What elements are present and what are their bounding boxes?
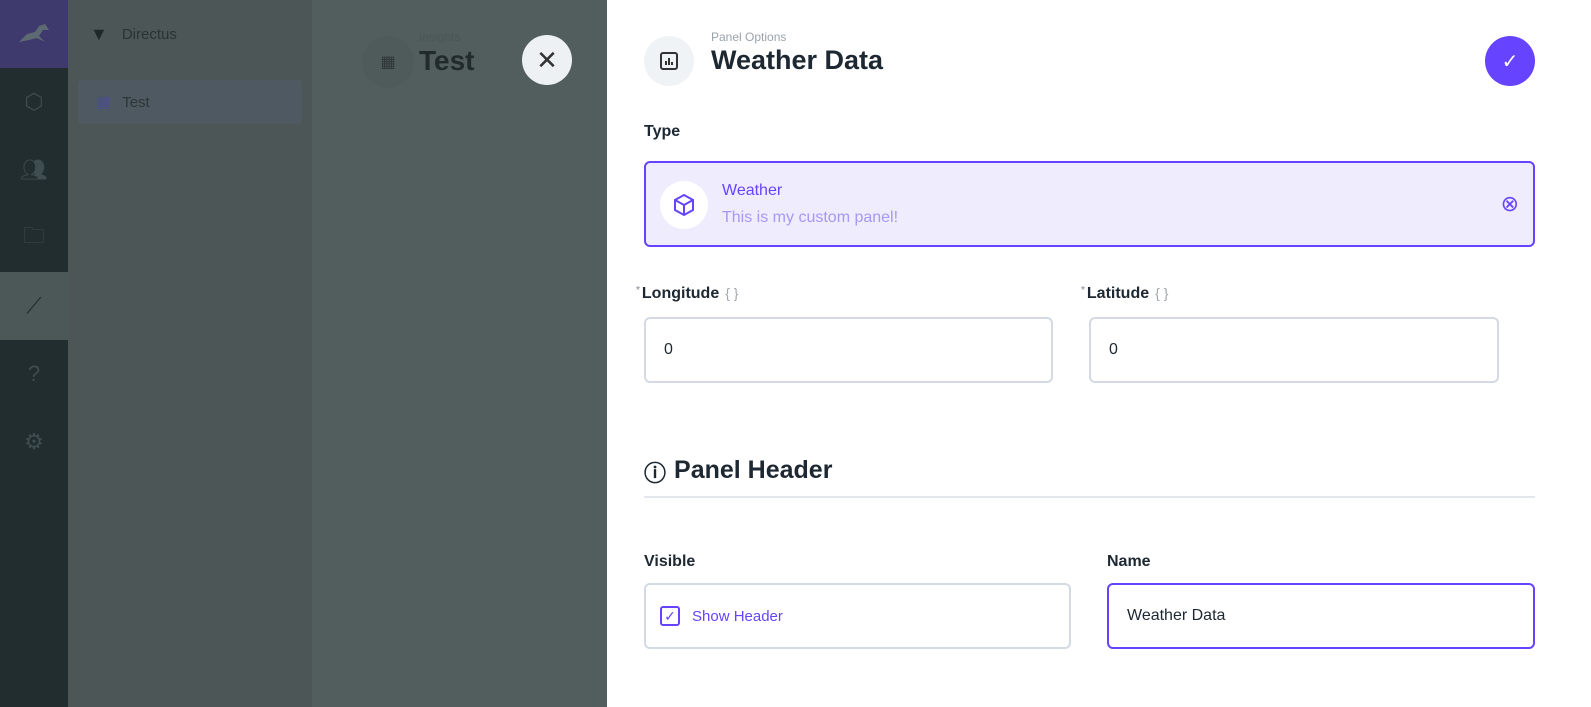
clear-type-icon[interactable]: ⊗: [1500, 191, 1519, 216]
nav-item-test[interactable]: ▦ Test: [78, 80, 302, 124]
type-label: Type: [644, 123, 681, 140]
checkbox-label: Show Header: [692, 607, 783, 625]
navigation-sidebar: ▼ Directus ▦ Test: [68, 0, 312, 707]
check-icon: ✓: [1501, 50, 1519, 73]
breadcrumb: Panel Options: [711, 30, 787, 44]
type-description: This is my custom panel!: [722, 209, 899, 226]
content-module-cube-icon[interactable]: ⬡: [24, 89, 44, 114]
visible-label: Visible: [644, 553, 696, 570]
project-name: Directus: [121, 25, 177, 43]
drawer-title: Weather Data: [711, 45, 884, 75]
dashboard-icon: ▦: [362, 36, 414, 88]
module-bar: ⬡ 👥︎ 🗀 ⟋ ? ⚙: [0, 0, 68, 707]
checkbox-checked-icon: ✓: [660, 606, 680, 626]
name-input[interactable]: Weather Data: [1107, 583, 1535, 649]
latitude-input[interactable]: 0: [1089, 317, 1499, 383]
longitude-input[interactable]: 0: [644, 317, 1053, 383]
files-module-folder-icon[interactable]: 🗀: [22, 223, 45, 248]
panel-type-select[interactable]: Weather This is my custom panel! ⊗: [644, 161, 1535, 247]
directus-logo[interactable]: [0, 0, 68, 68]
type-name: Weather: [722, 182, 783, 199]
raw-value-icon: { }: [1155, 285, 1169, 301]
panel-options-drawer: Panel Options Weather Data ✓ Type Weathe…: [607, 0, 1591, 707]
breadcrumb[interactable]: Insights: [419, 30, 461, 44]
show-header-checkbox[interactable]: ✓ Show Header: [644, 583, 1071, 649]
settings-gear-icon[interactable]: ⚙: [24, 429, 44, 454]
save-button[interactable]: ✓: [1485, 36, 1535, 86]
wifi-icon: ▼: [90, 23, 108, 44]
project-header: ▼ Directus: [68, 0, 312, 68]
chart-icon: [644, 36, 694, 86]
page-title: Test: [419, 45, 475, 76]
help-icon[interactable]: ?: [27, 361, 41, 386]
close-icon: ✕: [536, 44, 558, 75]
section-title: Panel Header: [674, 456, 833, 484]
latitude-label: * Latitude{ }: [1081, 285, 1169, 302]
info-icon: ⓘ: [644, 461, 667, 486]
cube-icon: [660, 181, 708, 229]
insights-module-icon[interactable]: ⟋: [0, 272, 68, 340]
raw-value-icon: { }: [725, 285, 739, 301]
panel-header-section: ⓘ Panel Header: [644, 456, 1535, 498]
name-label: Name: [1107, 553, 1151, 570]
longitude-label: * Longitude{ }: [636, 285, 739, 302]
close-drawer-button[interactable]: ✕: [522, 35, 572, 85]
users-module-icon[interactable]: 👥︎: [20, 157, 48, 182]
main-area-overlay[interactable]: ▦ Insights Test ✕: [312, 0, 607, 707]
nav-item-label: Test: [122, 93, 150, 111]
dashboard-icon: ▦: [96, 94, 111, 111]
